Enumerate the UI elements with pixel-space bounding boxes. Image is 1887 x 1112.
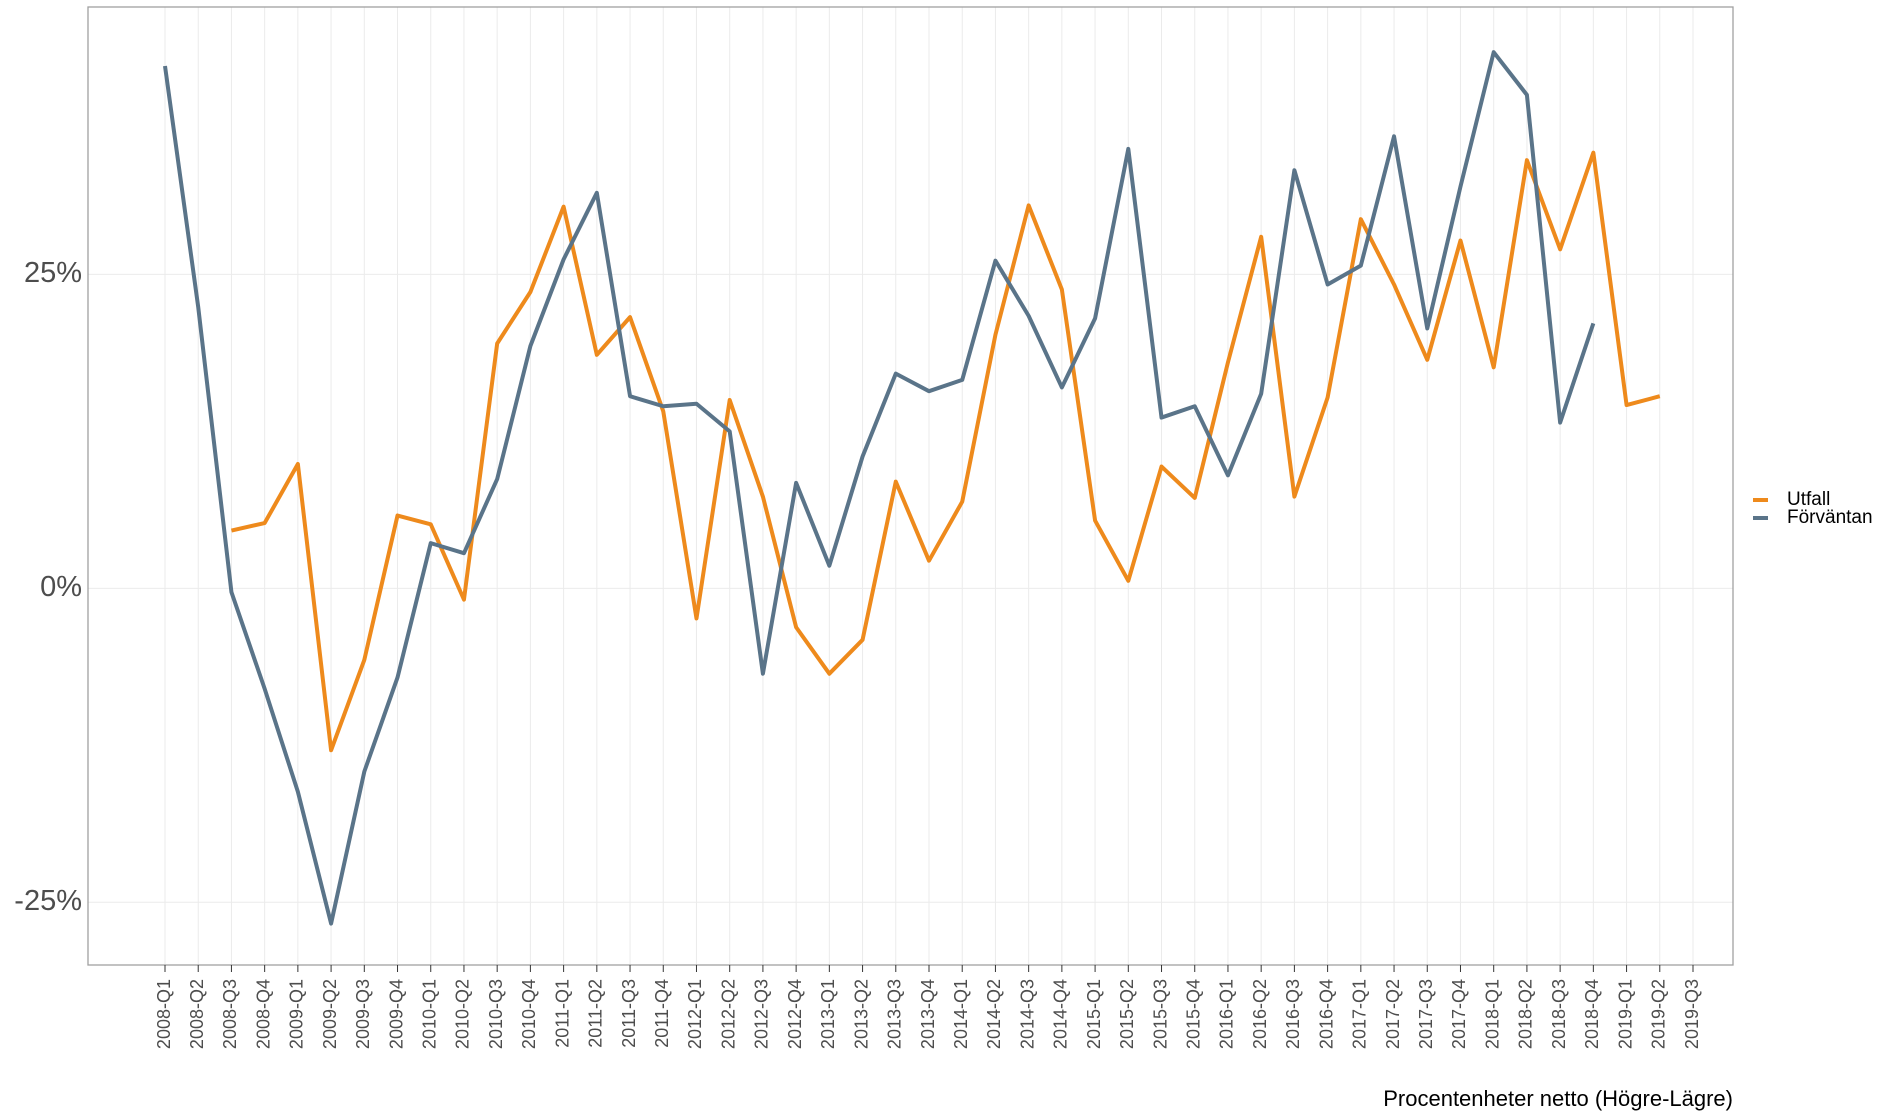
x-tick-label: 2008-Q1 [154,979,174,1049]
x-tick-label: 2010-Q4 [519,979,539,1049]
x-tick-label: 2016-Q1 [1217,979,1237,1049]
x-tick-label: 2011-Q4 [652,979,672,1048]
x-tick-label: 2011-Q2 [586,979,606,1048]
x-tick-label: 2014-Q3 [1017,979,1037,1049]
x-tick-label: 2019-Q2 [1649,979,1669,1049]
x-tick-label: 2014-Q2 [984,979,1004,1049]
x-tick-label: 2019-Q1 [1615,979,1635,1049]
y-tick-label: 0% [40,571,82,603]
plot-border [87,6,1734,966]
x-tick-label: 2011-Q1 [552,979,572,1048]
x-tick-label: 2011-Q3 [619,979,639,1048]
x-tick-label: 2016-Q3 [1283,979,1303,1049]
x-tick-label: 2013-Q3 [885,979,905,1049]
x-tick-label: 2015-Q4 [1183,979,1203,1049]
series-line [230,150,1661,753]
x-tick-label: 2008-Q4 [253,979,273,1049]
x-tick-label: 2012-Q1 [685,979,705,1049]
x-tick-label: 2017-Q2 [1383,979,1403,1049]
x-tick-label: 2015-Q3 [1150,979,1170,1049]
x-tick-label: 2012-Q2 [718,979,738,1049]
x-tick-label: 2018-Q4 [1582,979,1602,1049]
x-tick-label: 2017-Q1 [1350,979,1370,1049]
x-tick-label: 2013-Q1 [818,979,838,1049]
y-tick-label: 25% [24,257,82,289]
x-tick-label: 2017-Q3 [1416,979,1436,1049]
x-tick-label: 2010-Q1 [419,979,439,1049]
x-tick-label: 2009-Q2 [320,979,340,1049]
x-tick-label: 2008-Q2 [187,979,207,1049]
x-tick-label: 2014-Q1 [951,979,971,1049]
x-tick-label: 2018-Q2 [1516,979,1536,1049]
legend-label: Förväntan [1787,507,1873,528]
x-tick-label: 2013-Q2 [851,979,871,1049]
x-tick-label: 2009-Q1 [287,979,307,1049]
x-tick-label: 2017-Q4 [1449,979,1469,1049]
x-tick-label: 2015-Q1 [1084,979,1104,1049]
x-tick-label: 2014-Q4 [1051,979,1071,1049]
series-line [163,50,1596,926]
x-tick-label: 2018-Q3 [1549,979,1569,1049]
x-tick-label: 2013-Q4 [918,979,938,1049]
x-tick-label: 2016-Q2 [1250,979,1270,1049]
x-tick-label: 2019-Q3 [1682,979,1702,1049]
x-tick-label: 2018-Q1 [1482,979,1502,1049]
y-tick-label: -25% [14,885,82,917]
x-tick-label: 2010-Q3 [486,979,506,1049]
x-tick-label: 2012-Q4 [785,979,805,1049]
x-tick-label: 2012-Q3 [752,979,772,1049]
x-tick-label: 2016-Q4 [1316,979,1336,1049]
legend-label: Utfall [1787,489,1830,510]
x-tick-label: 2009-Q4 [386,979,406,1049]
x-tick-label: 2009-Q3 [353,979,373,1049]
x-axis-label: Procentenheter netto (Högre-Lägre) [1383,1086,1733,1111]
x-tick-label: 2008-Q3 [220,979,240,1049]
x-tick-label: 2015-Q2 [1117,979,1137,1049]
x-tick-label: 2010-Q2 [453,979,473,1049]
